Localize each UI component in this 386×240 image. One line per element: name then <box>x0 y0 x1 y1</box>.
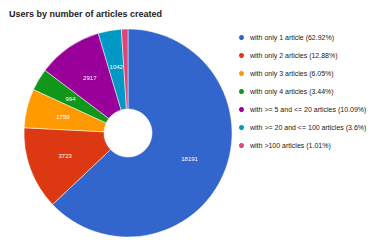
svg-text:Users by number of articles cr: Users by number of articles created <box>9 9 162 19</box>
svg-text:1750: 1750 <box>56 114 70 120</box>
svg-text:3723: 3723 <box>58 153 72 159</box>
svg-text:with >100 articles (1.01%): with >100 articles (1.01%) <box>249 142 331 150</box>
svg-text:994: 994 <box>65 96 76 102</box>
svg-text:with >= 20 and <= 100 articles: with >= 20 and <= 100 articles (3.6%) <box>249 124 366 132</box>
svg-text:2917: 2917 <box>83 75 97 81</box>
svg-text:with only 4 articles (3.44%): with only 4 articles (3.44%) <box>249 88 334 96</box>
svg-text:18191: 18191 <box>181 156 198 162</box>
svg-text:1042: 1042 <box>110 64 124 70</box>
svg-text:with only 2 articles (12.88%): with only 2 articles (12.88%) <box>249 52 338 60</box>
svg-text:with only 1 article (62.92%): with only 1 article (62.92%) <box>249 34 334 42</box>
svg-text:with only 3 articles (6.05%): with only 3 articles (6.05%) <box>249 70 334 78</box>
svg-text:with >= 5 and <= 20 articles (: with >= 5 and <= 20 articles (10.09%) <box>249 106 366 114</box>
